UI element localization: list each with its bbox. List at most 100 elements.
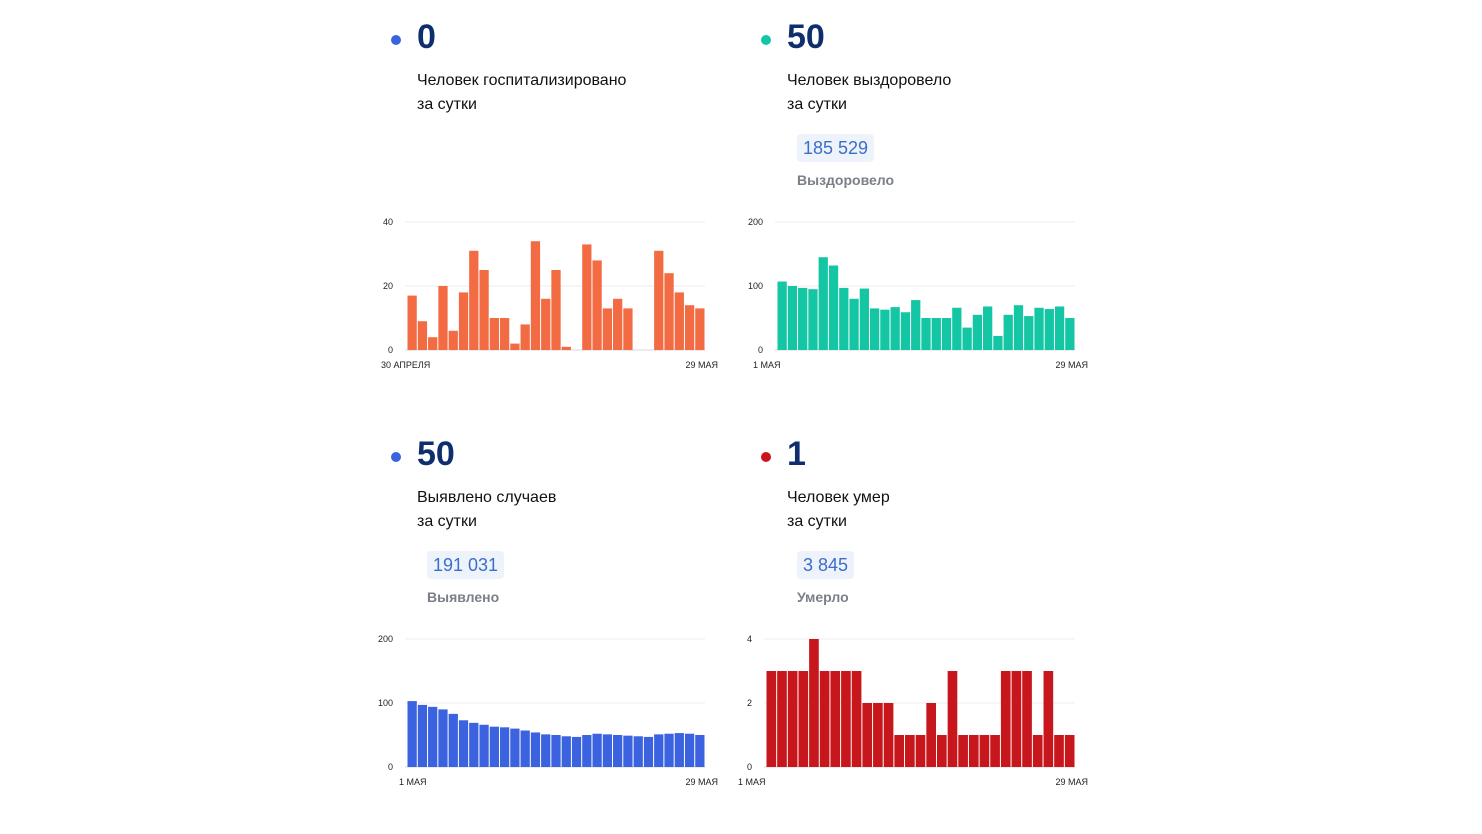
- deaths-bar: [883, 703, 894, 767]
- cases-ytick-label: 0: [388, 762, 393, 772]
- hospitalized-bar: [448, 330, 458, 350]
- hospitalized-label-line1: Человек госпитализировано: [417, 72, 627, 89]
- cases-bar: [417, 704, 428, 767]
- cases-bar: [664, 733, 674, 767]
- recovered-bar: [787, 286, 798, 350]
- recovered-bar: [911, 300, 921, 350]
- deaths-bar: [1000, 671, 1011, 767]
- recovered-bar: [777, 281, 787, 350]
- cases-bar: [551, 735, 561, 767]
- deaths-xlabel-end: 29 МАЯ: [1055, 777, 1088, 787]
- hospitalized-bar: [489, 318, 499, 350]
- recovered-ytick-label: 0: [758, 345, 763, 355]
- deaths-bar: [1064, 735, 1075, 767]
- deaths-xlabel-start: 1 МАЯ: [738, 777, 766, 787]
- recovered-bar: [941, 318, 952, 350]
- cases-bar: [428, 706, 438, 767]
- deaths-bar: [798, 671, 809, 767]
- deaths-bar: [777, 671, 787, 767]
- cases-bar: [602, 734, 613, 767]
- hospitalized-bar: [530, 241, 541, 350]
- recovered-bar: [1044, 309, 1054, 350]
- deaths-bar: [915, 735, 926, 767]
- cases-bar: [541, 734, 551, 767]
- cases-xlabel-start: 1 МАЯ: [399, 777, 427, 787]
- hospitalized-bar: [520, 324, 530, 350]
- deaths-total-badge: 3 845: [797, 551, 855, 579]
- recovered-bar: [900, 312, 911, 350]
- cases-bar: [458, 720, 469, 767]
- deaths-ytick-label: 4: [747, 634, 752, 644]
- recovered-bar: [993, 335, 1003, 350]
- deaths-bar: [990, 735, 1000, 767]
- hospitalized-ytick-label: 20: [383, 281, 393, 291]
- deaths-bar: [1011, 671, 1022, 767]
- recovered-xlabel-start: 1 МАЯ: [753, 360, 781, 370]
- recovered-bar: [1065, 318, 1075, 350]
- hospitalized-bar: [654, 250, 664, 350]
- hospitalized-bar: [582, 244, 592, 350]
- hospitalized-label: Человек госпитализировано за сутки: [417, 69, 626, 117]
- cases-bar: [654, 734, 664, 767]
- hospitalized-label-line2: за сутки: [417, 96, 477, 113]
- recovered-bar: [849, 298, 859, 350]
- hospitalized-bar: [541, 298, 551, 350]
- deaths-bar: [1043, 671, 1054, 767]
- recovered-bar: [869, 308, 880, 350]
- deaths-value: 1: [787, 435, 806, 473]
- recovered-bar: [859, 288, 869, 350]
- deaths-label-line2: за сутки: [787, 513, 847, 530]
- recovered-bar: [890, 307, 900, 350]
- hospitalized-bar: [623, 308, 633, 350]
- deaths-bar: [905, 735, 915, 767]
- deaths-bar: [894, 735, 905, 767]
- recovered-ytick-label: 100: [748, 281, 763, 291]
- hospitalized-bar: [458, 292, 469, 350]
- cases-bar: [489, 726, 499, 767]
- deaths-bar: [1032, 735, 1043, 767]
- cases-bar: [571, 736, 582, 767]
- deaths-bar: [851, 671, 862, 767]
- deaths-label-line1: Человек умер: [787, 489, 890, 506]
- deaths-bar: [979, 735, 990, 767]
- cases-bar: [407, 701, 417, 767]
- hospitalized-xlabel-start: 30 АПРЕЛЯ: [381, 360, 430, 370]
- deaths-chart: 0 2 4 1 МАЯ 29 МАЯ: [738, 634, 1088, 787]
- hospitalized-xlabel-end: 29 МАЯ: [685, 360, 718, 370]
- deaths-bar: [819, 671, 830, 767]
- cases-bar: [643, 736, 654, 767]
- deaths-total-label: Умерло: [797, 589, 849, 605]
- cases-label-line2: за сутки: [417, 513, 477, 530]
- deaths-bar: [926, 703, 936, 767]
- hospitalized-bar: [664, 273, 674, 350]
- hospitalized-chart: 0 20 40 30 АПРЕЛЯ 29 МАЯ: [381, 217, 718, 370]
- cases-bar: [499, 727, 510, 767]
- recovered-bar: [798, 287, 808, 350]
- hospitalized-bar: [417, 321, 428, 350]
- deaths-label: Человек умер за сутки: [787, 486, 890, 534]
- cases-bar: [510, 728, 520, 767]
- cases-bar: [438, 709, 448, 767]
- recovered-bar: [972, 314, 983, 350]
- cases-bar: [469, 722, 479, 767]
- recovered-xlabel-end: 29 МАЯ: [1055, 360, 1088, 370]
- hospitalized-bar: [613, 298, 623, 350]
- panel-cases: 50 Выявлено случаев за сутки 191 031 Выя…: [391, 435, 751, 787]
- recovered-dot: [761, 35, 771, 45]
- recovered-bar: [931, 318, 941, 350]
- recovered-bar: [921, 318, 931, 350]
- hospitalized-bar: [510, 343, 520, 350]
- hospitalized-bar: [695, 308, 705, 350]
- cases-ytick-label: 100: [378, 698, 393, 708]
- deaths-ytick-label: 2: [747, 698, 752, 708]
- recovered-bar: [983, 306, 993, 350]
- cases-label: Выявлено случаев за сутки: [417, 486, 556, 534]
- deaths-bar: [862, 703, 873, 767]
- deaths-bar: [787, 671, 798, 767]
- deaths-dot: [761, 452, 771, 462]
- cases-bar: [530, 732, 541, 767]
- recovered-total-label: Выздоровело: [797, 172, 895, 188]
- cases-bar: [623, 735, 633, 767]
- hospitalized-bar: [551, 270, 561, 350]
- deaths-bar: [873, 703, 883, 767]
